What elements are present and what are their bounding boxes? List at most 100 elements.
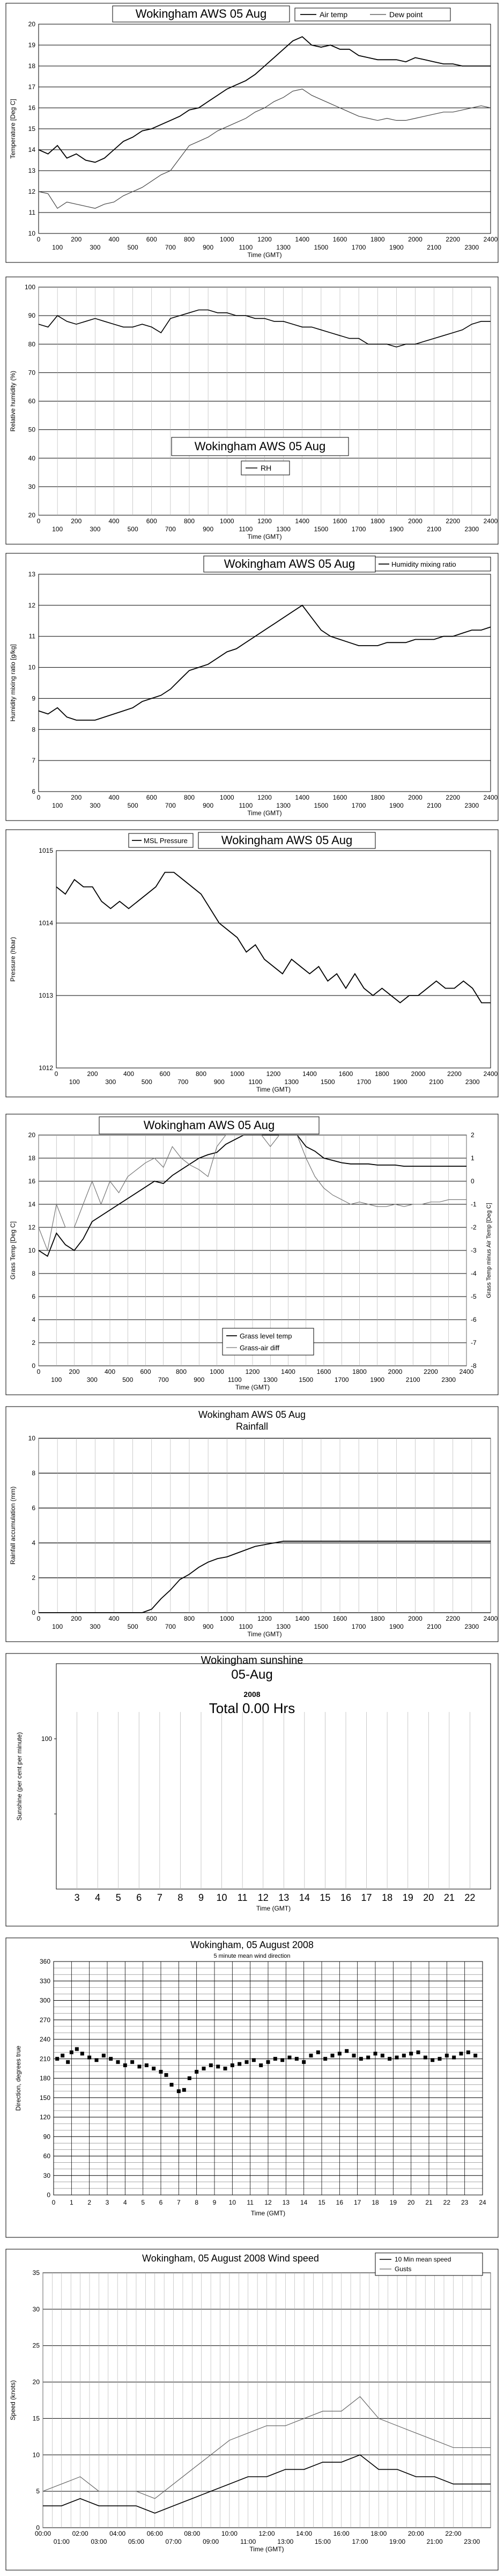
chart-pressure-svg: 1012 1013 1014 1015 0 200 400 600 800 1000 1200 140… [5, 829, 499, 1097]
y-tick-label: 6 [32, 1293, 35, 1300]
x-tick-label: 900 [214, 1078, 225, 1086]
chart-title: Wokingham AWS 05 Aug [136, 7, 267, 20]
x-tick-label: 2400 [459, 1368, 474, 1375]
y-tick-label: 120 [40, 2113, 50, 2121]
plot-area [56, 850, 491, 1069]
x-tick-label: 2400 [484, 1070, 498, 1078]
direction-point [116, 2060, 120, 2064]
x-tick-label: 1500 [321, 1078, 335, 1086]
x-tick-label: 21 [425, 2199, 433, 2206]
y-axis-label: Rainfall accumulation (mm) [9, 1487, 17, 1564]
y-tick-label: 180 [40, 2075, 50, 2082]
legend-label: Humidity mixing ratio [391, 560, 456, 568]
y-tick-label: 17 [28, 83, 36, 91]
x-tick-label: 1200 [257, 517, 272, 525]
x-tick-label: 500 [128, 244, 138, 251]
y-tick-label: 90 [43, 2133, 51, 2140]
chart-title: Wokingham, 05 August 2008 Wind speed [142, 2253, 319, 2264]
x-tick-label: 2300 [465, 525, 479, 533]
x-tick-label: 700 [165, 802, 176, 809]
y-tick-label: 7 [32, 757, 35, 764]
x-tick-label: 1400 [281, 1368, 295, 1375]
x-tick-label: 22 [464, 1892, 475, 1903]
y-tick-label: 11 [29, 633, 36, 640]
y-tick-label: 1013 [39, 992, 53, 999]
y-tick-label: 60 [43, 2153, 51, 2160]
x-tick-label: 13 [283, 2199, 290, 2206]
x-tick-label: 2000 [408, 794, 423, 801]
y-tick-label: 8 [32, 1469, 35, 1477]
direction-point [159, 2069, 163, 2074]
y-tick-label: 12 [28, 1224, 36, 1231]
y2-tick-label: -5 [471, 1293, 477, 1300]
x-tick-label: 02:00 [72, 2530, 88, 2537]
x-tick-label: 800 [184, 1615, 195, 1622]
direction-point [402, 2053, 406, 2058]
y-tick-label: 10 [28, 1247, 36, 1254]
x-tick-label: 600 [146, 517, 157, 525]
x-tick-label: 1300 [276, 802, 291, 809]
x-tick-label: 23 [461, 2199, 469, 2206]
x-tick-label: 2100 [429, 1078, 443, 1086]
x-tick-label: 400 [108, 1615, 119, 1622]
x-tick-label: 1000 [220, 236, 234, 243]
y-tick-label: 0 [47, 2191, 50, 2199]
x-tick-label: 2100 [406, 1376, 420, 1384]
plot-area [38, 574, 491, 792]
direction-point [251, 2058, 256, 2062]
x-tick-label: 800 [184, 794, 195, 801]
x-tick-label: 1300 [276, 525, 291, 533]
y-tick-label: 8 [32, 1270, 35, 1277]
y-tick-label: 300 [40, 1997, 50, 2004]
x-tick-label: 800 [184, 517, 195, 525]
y-tick-label: 70 [28, 369, 36, 376]
x-tick-label: 1200 [257, 236, 272, 243]
chart-wind-speed-svg: 0 5 10 15 20 25 30 35 00:00 02:00 04:00 06:00 08:00 1… [5, 2249, 499, 2571]
x-tick-label: 12 [264, 2199, 272, 2206]
x-tick-label: 6 [136, 1892, 142, 1903]
x-tick-label: 600 [146, 236, 157, 243]
y-tick-label: 8 [32, 726, 35, 733]
x-tick-label: 1200 [257, 1615, 272, 1622]
x-tick-label: 1600 [333, 517, 347, 525]
x-tick-label: 16:00 [333, 2530, 350, 2537]
direction-point [373, 2052, 377, 2056]
direction-point [330, 2053, 335, 2058]
x-tick-label: 1500 [314, 244, 329, 251]
direction-point [195, 2069, 199, 2074]
x-tick-label: 600 [140, 1368, 151, 1375]
x-tick-label: 200 [71, 1615, 81, 1622]
x-tick-label: 9 [213, 2199, 217, 2206]
y-tick-label: 50 [28, 426, 36, 434]
y2-tick-label: -7 [471, 1339, 477, 1346]
x-tick-label: 1000 [210, 1368, 224, 1375]
x-tick-label: 1600 [333, 236, 347, 243]
x-tick-label: 300 [105, 1078, 116, 1086]
x-tick-label: 19 [403, 1892, 413, 1903]
y-axis-label: Relative humidity (%) [9, 371, 17, 431]
x-tick-label: 1900 [389, 525, 404, 533]
y-tick-label: 10 [28, 230, 36, 237]
x-tick-label: 0 [52, 2199, 56, 2206]
x-tick-label: 900 [203, 244, 213, 251]
x-tick-label: 2200 [446, 1615, 460, 1622]
x-tick-label: 1100 [239, 802, 253, 809]
direction-point [452, 2055, 456, 2060]
direction-point [164, 2073, 168, 2077]
direction-point [359, 2057, 363, 2061]
x-tick-label: 2000 [408, 1615, 423, 1622]
x-tick-label: 0 [37, 1368, 41, 1375]
x-tick-label: 600 [146, 1615, 157, 1622]
y2-tick-label: -4 [471, 1270, 477, 1277]
x-tick-label: 11 [247, 2199, 254, 2206]
y-tick-label: 30 [33, 2306, 40, 2313]
x-tick-label: 2300 [465, 244, 479, 251]
x-tick-label: 400 [108, 236, 119, 243]
direction-point [438, 2057, 442, 2061]
x-tick-label: 700 [177, 1078, 188, 1086]
x-tick-label: 400 [108, 794, 119, 801]
direction-point [209, 2063, 213, 2067]
x-tick-label: 3 [75, 1892, 80, 1903]
